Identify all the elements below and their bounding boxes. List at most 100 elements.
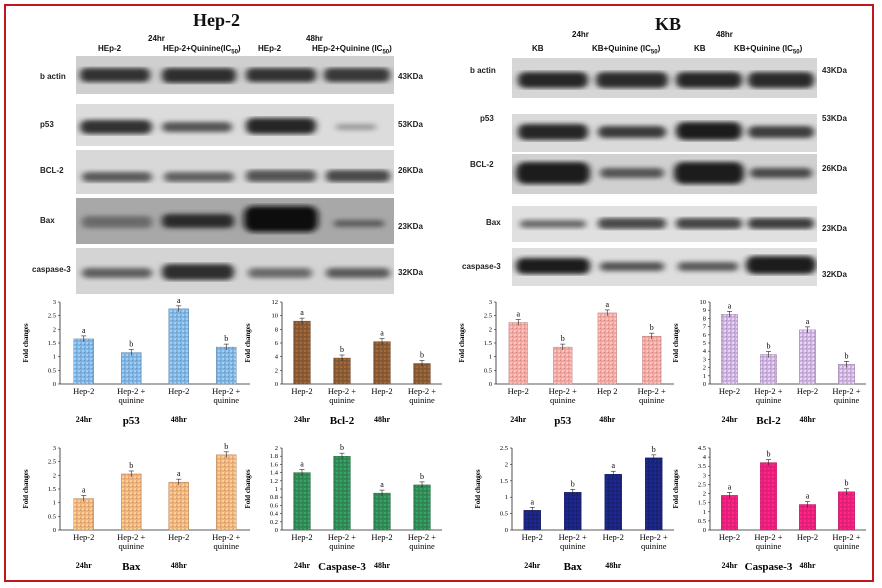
significance-letter: a xyxy=(300,460,304,469)
hep2-lane-3: HEp-2 xyxy=(258,44,282,53)
x-tick-label: Hep-2 + quinine xyxy=(640,532,668,551)
group-label-48hr: 48hr xyxy=(599,415,615,424)
bar xyxy=(413,363,431,385)
x-tick-label: Hep-2 + quinine xyxy=(117,532,145,551)
y-tick-label: 2 xyxy=(703,491,706,498)
y-tick-label: 2.5 xyxy=(484,313,492,320)
significance-letter: b xyxy=(129,340,133,349)
x-tick-label: Hep-2 xyxy=(73,532,94,542)
x-tick-label: Hep-2 xyxy=(168,386,189,396)
significance-letter: a xyxy=(82,326,86,335)
y-tick-label: 6 xyxy=(703,332,707,339)
chart-title: Bax xyxy=(564,561,583,573)
significance-letter: a xyxy=(728,482,732,491)
x-tick-label: Hep-2 xyxy=(73,386,94,396)
significance-letter: a xyxy=(611,461,615,470)
hep2-time-24: 24hr xyxy=(148,34,165,43)
bar xyxy=(553,346,573,385)
y-tick-label: 3 xyxy=(703,356,706,363)
x-tick-label: Hep-2 + quinine xyxy=(212,386,240,405)
bar xyxy=(721,495,738,531)
bar xyxy=(564,492,582,531)
y-axis-label: Fold changes xyxy=(244,469,252,508)
significance-letter: b xyxy=(561,334,565,343)
y-tick-label: 6 xyxy=(275,340,279,347)
y-tick-label: 0.5 xyxy=(500,511,508,518)
y-tick-label: 2 xyxy=(489,326,492,333)
x-tick-label: Hep-2 + quinine xyxy=(408,532,436,551)
chart-title: Bcl-2 xyxy=(330,415,355,427)
bar xyxy=(216,346,237,385)
bar xyxy=(799,329,816,385)
y-tick-label: 3 xyxy=(703,472,706,479)
x-tick-label: Hep-2 + quinine xyxy=(328,532,356,551)
y-tick-label: 0 xyxy=(275,381,278,388)
hep2-kda-p53: 53KDa xyxy=(398,120,423,129)
x-tick-label: Hep-2 xyxy=(797,386,818,396)
y-tick-label: 1 xyxy=(703,509,706,516)
y-axis-label: Fold changes xyxy=(474,469,482,508)
x-tick-label: Hep-2 + quinine xyxy=(212,532,240,551)
chart-kb-p53: Fold changes 0 0.5 1 1.5 2 2.5 3 a Hep-2 b Hep-2 + q… xyxy=(458,299,674,427)
significance-letter: b xyxy=(571,479,575,488)
y-axis-label: Fold changes xyxy=(22,323,30,362)
x-tick-label: Hep-2 + quinine xyxy=(832,532,860,551)
bar xyxy=(333,456,351,531)
chart-hep2-p53: Fold changes 0 0.5 1 1.5 2 2.5 3 a Hep-2 b Hep-2 + q… xyxy=(22,296,250,427)
y-tick-label: 0.5 xyxy=(484,367,492,374)
y-tick-label: 2 xyxy=(505,461,508,468)
x-tick-label: Hep-2 + quinine xyxy=(638,386,666,405)
hep2-lane-4: HEp-2+Quinine (IC50) xyxy=(312,44,392,56)
significance-letter: b xyxy=(224,442,228,451)
x-tick-label: Hep-2 xyxy=(371,386,392,396)
y-tick-label: 0.2 xyxy=(270,519,278,526)
y-tick-label: 0.4 xyxy=(270,511,279,518)
group-label-48hr: 48hr xyxy=(171,415,187,424)
y-tick-label: 0 xyxy=(53,527,56,534)
y-tick-label: 1.5 xyxy=(484,340,492,347)
bar xyxy=(604,474,622,531)
bar xyxy=(333,357,351,385)
chart-hep2-caspase3: Fold changes 00.20.4 0.60.811.21.4 1.61.82 a… xyxy=(244,443,442,573)
x-tick-label: Hep-2 + quinine xyxy=(559,532,587,551)
y-tick-label: 5 xyxy=(703,340,706,347)
significance-letter: a xyxy=(380,329,384,338)
y-tick-label: 2 xyxy=(275,445,278,452)
bar xyxy=(508,322,528,385)
y-tick-label: 2.5 xyxy=(698,481,706,488)
y-tick-label: 1 xyxy=(505,494,508,501)
x-tick-label: Hep-2 + quinine xyxy=(328,386,356,405)
y-tick-label: 2 xyxy=(703,365,706,372)
group-label-24hr: 24hr xyxy=(722,415,738,424)
x-tick-label: Hep-2 + quinine xyxy=(408,386,436,405)
bar xyxy=(373,341,391,385)
y-tick-label: 4 xyxy=(275,354,279,361)
y-tick-label: 3 xyxy=(53,445,56,452)
bar xyxy=(799,504,816,531)
kb-panel-title: KB xyxy=(655,14,682,34)
significance-letter: b xyxy=(845,479,849,488)
y-tick-label: 10 xyxy=(272,313,279,320)
y-axis-label: Fold changes xyxy=(244,323,252,362)
group-label-48hr: 48hr xyxy=(605,561,621,570)
bar xyxy=(373,492,391,531)
bar xyxy=(168,481,189,531)
kb-lane-4: KB+Quinine (IC50) xyxy=(734,44,803,56)
y-tick-label: 0 xyxy=(489,381,492,388)
bar xyxy=(121,473,142,531)
hep2-lane-2: HEp-2+Quinine(IC50) xyxy=(163,44,241,56)
y-tick-label: 1.4 xyxy=(270,470,279,477)
hep2-label-bactin: b actin xyxy=(40,72,66,81)
y-tick-label: 1.5 xyxy=(698,500,706,507)
chart-title: Bcl-2 xyxy=(756,415,781,427)
y-tick-label: 1 xyxy=(53,354,56,361)
y-tick-label: 1.5 xyxy=(500,478,508,485)
significance-letter: b xyxy=(340,443,344,452)
y-tick-label: 1 xyxy=(703,373,706,380)
y-tick-label: 2 xyxy=(53,326,56,333)
kb-label-bax: Bax xyxy=(486,218,501,227)
group-label-24hr: 24hr xyxy=(294,415,310,424)
kb-lane-2: KB+Quinine (IC50) xyxy=(592,44,661,56)
significance-letter: b xyxy=(340,345,344,354)
